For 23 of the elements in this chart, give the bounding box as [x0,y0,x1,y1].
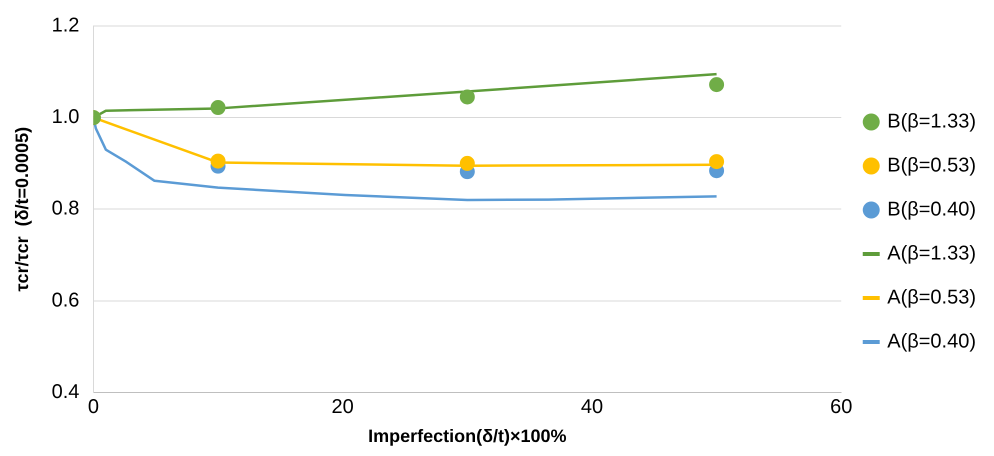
point [709,77,724,92]
point [460,156,475,171]
x-tick-label: 40 [580,396,604,418]
x-axis-title: Imperfection(δ/t)×100% [368,426,567,446]
y-tick-label: 1.0 [52,106,80,128]
legend-label: B(β=0.40) [887,198,976,221]
legend-label: A(β=0.40) [887,330,976,353]
legend-label: A(β=0.53) [887,286,976,309]
legend-label: A(β=1.33) [887,242,976,265]
legend-label: B(β=1.33) [887,110,976,133]
x-tick-label: 0 [88,396,99,418]
point [210,100,226,116]
y-tick-label: 1.2 [52,14,80,37]
point [709,154,724,170]
y-tick-label: 0.4 [52,380,80,403]
legend-label: B(β=0.53) [887,154,976,177]
point [460,89,475,104]
x-tick-label: 60 [830,396,852,418]
y-tick-label: 0.6 [52,289,80,312]
y-axis-title: τcr/τcr (δ/t=0.0005) [12,126,32,292]
y-tick-label: 0.8 [52,198,80,220]
point [210,154,226,169]
x-tick-label: 20 [332,396,354,418]
